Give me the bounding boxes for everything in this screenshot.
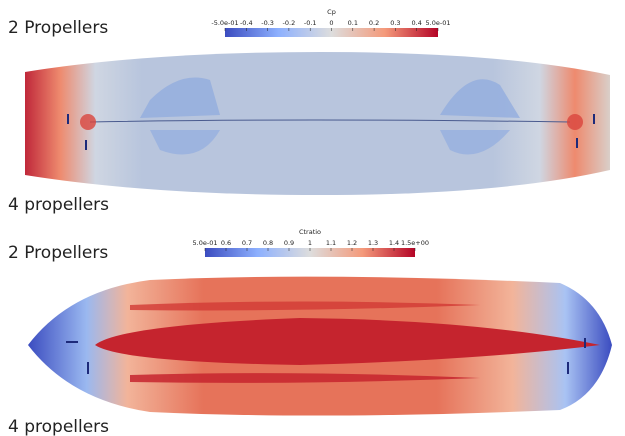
colorbar-title: Cp <box>327 8 336 16</box>
colorbar-tick-label: 5.0e-01 <box>193 239 218 247</box>
colorbar-tick-label: 0.7 <box>242 239 252 247</box>
colorbar-tick-label: 0.2 <box>369 19 379 27</box>
colorbar-tick-label: -0.4 <box>240 19 253 27</box>
colorbar-tick-label: -5.0e-01 <box>211 19 238 27</box>
panel-label: 2 Propellers <box>8 18 108 38</box>
colorbar-tick-label: -0.1 <box>304 19 317 27</box>
panel-label: 2 Propellers <box>8 243 108 263</box>
colorbar-tick-label: 1.1 <box>326 239 336 247</box>
colorbar-tick-label: 0.4 <box>412 19 422 27</box>
colorbar-tick-label: -0.3 <box>261 19 274 27</box>
colorbar-tick-label: 1.5e+00 <box>401 239 429 247</box>
hull-cp <box>25 52 610 195</box>
figure: 2 Propellers 4 propellers 2 Propellers 4… <box>0 0 625 436</box>
colorbar-tick-label: 1.3 <box>368 239 378 247</box>
panel-label: 4 propellers <box>8 195 109 215</box>
colorbar-tick-label: 0.6 <box>221 239 231 247</box>
colorbar-tick-label: 0.8 <box>263 239 273 247</box>
colorbar-tick-label: 0 <box>329 19 333 27</box>
colorbar-tick-label: 0.9 <box>284 239 294 247</box>
colorbar-tick-label: 5.0e-01 <box>426 19 451 27</box>
colorbar-title: Ctratio <box>299 228 321 236</box>
colorbar-tick-label: 0.1 <box>348 19 358 27</box>
colorbar-tick-label: 0.3 <box>390 19 400 27</box>
panel-label: 4 propellers <box>8 417 109 436</box>
colorbar-tick-label: 1.4 <box>389 239 399 247</box>
colorbar-tick-label: 1.2 <box>347 239 357 247</box>
hull-ctratio <box>28 277 612 416</box>
colorbar-tick-label: -0.2 <box>283 19 296 27</box>
colorbar-tick-label: 1 <box>308 239 312 247</box>
